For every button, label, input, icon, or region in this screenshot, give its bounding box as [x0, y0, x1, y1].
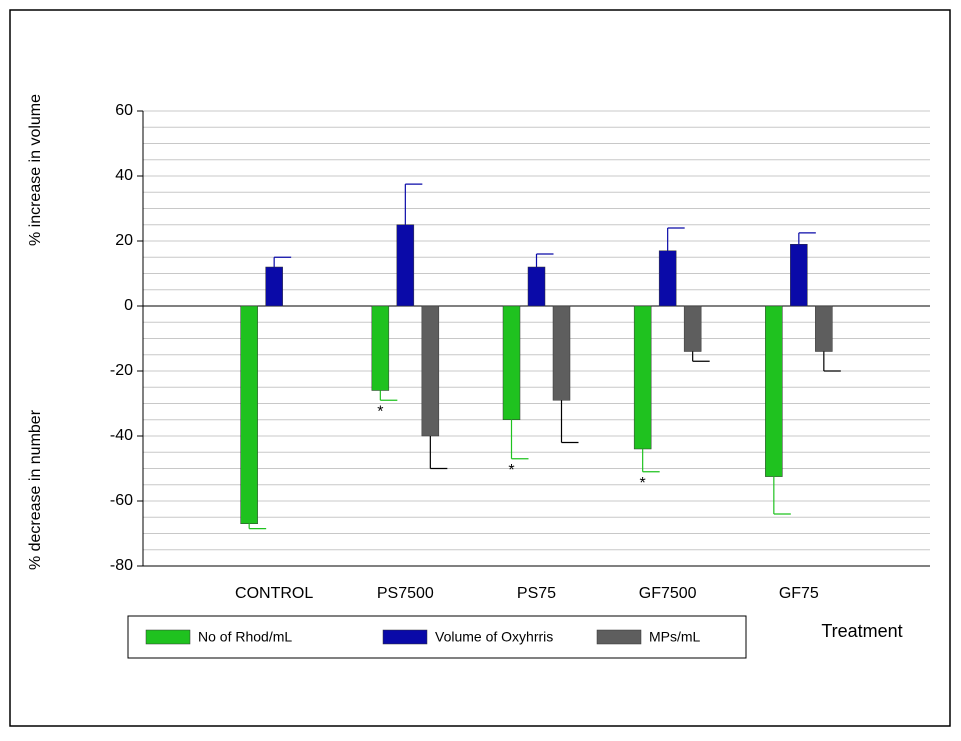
- legend-swatch: [596, 629, 642, 645]
- x-tick-label: PS75: [517, 585, 556, 602]
- legend-label: MPs/mL: [649, 629, 701, 645]
- annotation: *: [640, 475, 646, 492]
- y-tick-label: 40: [115, 167, 133, 184]
- bar: [371, 305, 390, 391]
- y-tick-label: -20: [110, 362, 133, 379]
- legend-swatch: [382, 629, 428, 645]
- y-tick-label: 0: [124, 297, 133, 314]
- bar: [527, 266, 546, 307]
- x-tick-label: GF75: [779, 585, 819, 602]
- bar: [765, 305, 783, 477]
- error-bar: [248, 523, 267, 530]
- y-label-upper: % increase in volume: [27, 94, 44, 246]
- bar: [552, 305, 571, 401]
- bar: [683, 305, 702, 352]
- legend: [127, 615, 747, 659]
- error-bar: [510, 419, 529, 460]
- bar: [502, 305, 521, 420]
- x-tick-label: GF7500: [639, 585, 697, 602]
- error-bar: [692, 351, 710, 362]
- y-label-lower: % decrease in number: [27, 409, 44, 570]
- error-bar: [823, 351, 841, 372]
- y-tick-label: -80: [110, 557, 133, 574]
- error-bar: [642, 449, 660, 473]
- legend-label: No of Rhod/mL: [198, 629, 292, 645]
- error-bar: [429, 436, 448, 470]
- error-bar: [773, 476, 791, 515]
- bar: [421, 305, 440, 437]
- x-tick-label: PS7500: [377, 585, 434, 602]
- y-tick-label: -60: [110, 492, 133, 509]
- bar: [396, 224, 415, 307]
- error-bar: [273, 256, 292, 267]
- x-label: Treatment: [821, 621, 902, 641]
- annotation: *: [508, 462, 514, 479]
- error-bar: [798, 232, 816, 245]
- y-tick-label: 60: [115, 102, 133, 119]
- y-tick-label: 20: [115, 232, 133, 249]
- bar: [265, 266, 283, 307]
- bar: [240, 305, 258, 524]
- error-bar: [379, 390, 398, 401]
- x-tick-label: CONTROL: [235, 585, 313, 602]
- error-bar: [404, 183, 423, 225]
- legend-label: Volume of Oxyhrris: [435, 629, 553, 645]
- error-bar: [535, 253, 554, 267]
- error-bar: [667, 227, 685, 251]
- bar: [633, 305, 652, 450]
- y-tick-label: -40: [110, 427, 133, 444]
- bar: [658, 250, 677, 307]
- bar: [790, 244, 808, 307]
- error-bar: [560, 400, 579, 444]
- bar: [815, 305, 833, 352]
- frame: [9, 9, 951, 727]
- legend-swatch: [145, 629, 191, 645]
- annotation: *: [377, 403, 383, 420]
